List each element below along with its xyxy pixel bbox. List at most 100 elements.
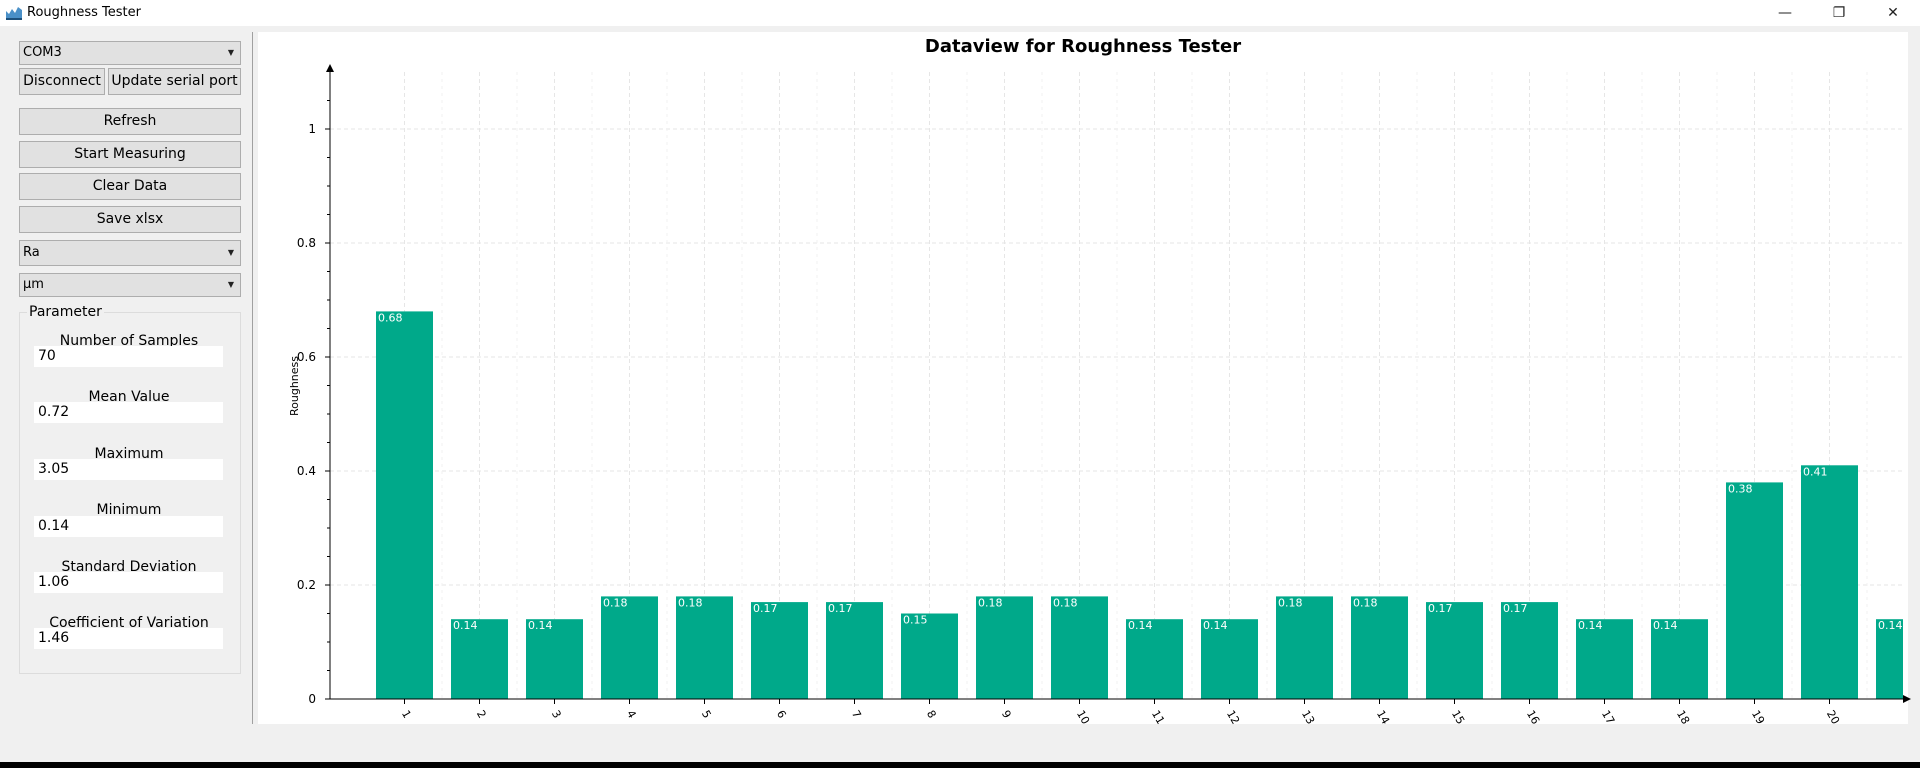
bar-value-label: 0.18 <box>1353 596 1378 609</box>
bar-value-label: 0.68 <box>378 311 403 324</box>
bar-10 <box>1051 596 1108 699</box>
bar-5 <box>676 596 733 699</box>
x-tick-label: 6 <box>774 708 789 721</box>
bar-17 <box>1576 619 1633 699</box>
x-tick-label: 15 <box>1449 708 1467 727</box>
parameter-group-title: Parameter <box>27 304 104 320</box>
coefficient-of-variation-value: 1.46 <box>34 628 223 649</box>
serial-port-select[interactable]: COM3 ▼ <box>19 41 241 65</box>
x-tick-label: 5 <box>699 708 714 721</box>
bar-value-label: 0.18 <box>678 596 703 609</box>
y-axis-arrow-icon <box>326 64 334 72</box>
bar-21 <box>1876 619 1903 699</box>
standard-deviation-label: Standard Deviation <box>61 559 197 575</box>
serial-port-value: COM3 <box>23 45 62 60</box>
y-tick-label: 0.6 <box>297 350 316 364</box>
unit-select[interactable]: µm ▼ <box>19 273 241 297</box>
x-tick-label: 13 <box>1299 708 1317 727</box>
bar-4 <box>601 596 658 699</box>
x-tick-label: 12 <box>1224 708 1242 727</box>
bar-7 <box>826 602 883 699</box>
y-tick-label: 0.8 <box>297 236 316 250</box>
parameter-groupbox <box>19 312 241 674</box>
bar-value-label: 0.41 <box>1803 465 1828 478</box>
maximum-label: Maximum <box>94 446 164 462</box>
minimize-icon[interactable]: — <box>1778 5 1792 21</box>
bar-value-label: 0.17 <box>1503 602 1528 615</box>
x-tick-label: 11 <box>1149 708 1167 727</box>
bar-value-label: 0.14 <box>453 619 478 632</box>
x-tick-label: 2 <box>474 708 489 721</box>
number-of-samples-value: 70 <box>34 346 223 367</box>
refresh-button[interactable]: Refresh <box>19 108 241 135</box>
bar-6 <box>751 602 808 699</box>
bar-value-label: 0.14 <box>1128 619 1153 632</box>
coefficient-of-variation-label: Coefficient of Variation <box>49 615 209 631</box>
y-tick-label: 1 <box>308 122 316 136</box>
y-tick-label: 0 <box>308 692 316 706</box>
maximize-icon[interactable]: ❐ <box>1832 5 1846 21</box>
disconnect-button[interactable]: Disconnect <box>19 68 105 95</box>
x-tick-label: 19 <box>1749 708 1767 727</box>
x-tick-label: 10 <box>1074 708 1092 727</box>
x-tick-label: 16 <box>1524 708 1542 727</box>
bar-value-label: 0.14 <box>1203 619 1228 632</box>
bar-9 <box>976 596 1033 699</box>
maximum-value: 3.05 <box>34 459 223 480</box>
bar-16 <box>1501 602 1558 699</box>
bar-value-label: 0.18 <box>1278 596 1303 609</box>
number-of-samples-label: Number of Samples <box>59 333 199 349</box>
bar-8 <box>901 613 958 699</box>
bar-value-label: 0.17 <box>753 602 778 615</box>
y-axis-label: Roughness <box>288 356 301 416</box>
bar-19 <box>1726 482 1783 699</box>
x-tick-label: 3 <box>549 708 564 721</box>
minimum-value: 0.14 <box>34 516 223 537</box>
y-tick-label: 0.2 <box>297 578 316 592</box>
chart-app-icon <box>6 5 22 20</box>
x-tick-label: 7 <box>849 708 864 721</box>
bar-value-label: 0.18 <box>978 596 1003 609</box>
bar-11 <box>1126 619 1183 699</box>
update-serial-port-button[interactable]: Update serial port <box>108 68 241 95</box>
bar-3 <box>526 619 583 699</box>
grid-lines <box>330 72 1903 700</box>
mean-value-label: Mean Value <box>88 389 170 405</box>
start-measuring-button[interactable]: Start Measuring <box>19 141 241 168</box>
bar-20 <box>1801 465 1858 699</box>
x-axis-arrow-icon <box>1903 695 1911 703</box>
x-tick-label: 17 <box>1599 708 1617 727</box>
chevron-down-icon: ▼ <box>227 248 234 257</box>
bar-13 <box>1276 596 1333 699</box>
x-tick-label: 8 <box>924 708 939 721</box>
x-tick-label: 20 <box>1824 708 1842 727</box>
bar-14 <box>1351 596 1408 699</box>
x-tick-label: 4 <box>624 708 639 721</box>
bar-value-label: 0.14 <box>1878 619 1903 632</box>
bar-1 <box>376 311 433 699</box>
y-tick-label: 0.4 <box>297 464 316 478</box>
minimum-label: Minimum <box>96 502 162 518</box>
unit-value: µm <box>23 277 44 292</box>
bar-value-label: 0.14 <box>1653 619 1678 632</box>
bars: 0.68 0.14 0.14 0.18 0.18 0.17 0.17 0.15 0.18 0.18… <box>376 311 1903 699</box>
clear-data-button[interactable]: Clear Data <box>19 173 241 200</box>
chevron-down-icon: ▼ <box>227 48 234 57</box>
bar-value-label: 0.17 <box>1428 602 1453 615</box>
close-icon[interactable]: ✕ <box>1887 5 1899 21</box>
bar-18 <box>1651 619 1708 699</box>
bar-value-label: 0.15 <box>903 614 928 627</box>
x-tick-label: 18 <box>1674 708 1692 727</box>
bar-value-label: 0.14 <box>1578 619 1603 632</box>
chart-title: Dataview for Roughness Tester <box>924 36 1242 57</box>
window-title: Roughness Tester <box>27 5 141 20</box>
save-xlsx-button[interactable]: Save xlsx <box>19 206 241 233</box>
panel-splitter[interactable] <box>252 32 253 724</box>
chevron-down-icon: ▼ <box>227 280 234 289</box>
title-bar: Roughness Tester — ❐ ✕ <box>0 0 1920 26</box>
x-tick-label: 14 <box>1374 708 1392 727</box>
bar-value-label: 0.18 <box>603 596 628 609</box>
roughness-parameter-select[interactable]: Ra ▼ <box>19 240 241 266</box>
bar-value-label: 0.38 <box>1728 482 1753 495</box>
